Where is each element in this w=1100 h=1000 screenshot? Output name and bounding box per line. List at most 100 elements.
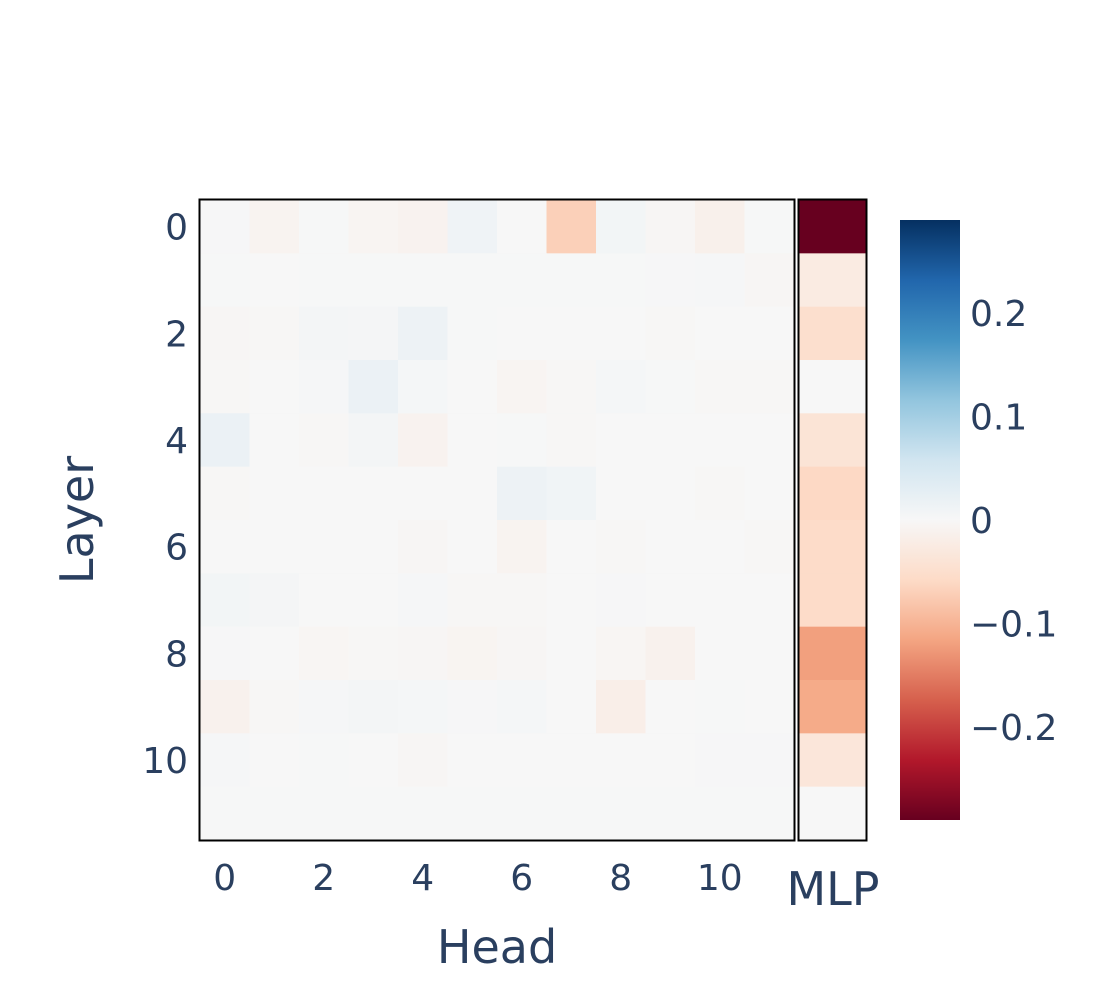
heatmap-cell (348, 200, 399, 254)
heatmap-cell (645, 253, 696, 308)
heatmap-cell (299, 573, 350, 628)
heatmap-cell (645, 680, 696, 734)
heatmap-cell (348, 573, 399, 628)
heatmap-cell (695, 466, 746, 521)
heatmap-cell (398, 520, 449, 574)
heatmap-cell (447, 413, 498, 468)
heatmap-cell (200, 626, 251, 681)
x-tick-label: 0 (213, 858, 236, 899)
heatmap-cell (645, 573, 696, 628)
colorbar-tick-label: 0 (970, 501, 993, 542)
heatmap-cell (695, 306, 746, 361)
heatmap-cell (546, 253, 597, 308)
x-tick-label: 2 (312, 858, 335, 899)
heatmap-cell (348, 306, 399, 361)
heatmap-cell (596, 306, 647, 361)
heatmap-cell (299, 786, 350, 841)
heatmap-cell (348, 733, 399, 788)
mlp-cell (799, 733, 866, 788)
heatmap-cell (497, 680, 548, 734)
heatmap-cell (398, 306, 449, 361)
heatmap-cell (596, 200, 647, 254)
heatmap-cell (447, 680, 498, 734)
x-tick-labels: 0 2 4 6 8 10 (213, 858, 742, 899)
heatmap-cell (645, 626, 696, 681)
heatmap-cell (200, 253, 251, 308)
heatmap-cell (546, 200, 597, 254)
heatmap-cell (348, 253, 399, 308)
heatmap-cell (546, 733, 597, 788)
heatmap-cell (497, 573, 548, 628)
heatmap-cell (447, 733, 498, 788)
y-tick-label: 2 (165, 314, 188, 355)
heatmap-cell (398, 253, 449, 308)
heatmap-cell (348, 520, 399, 574)
x-tick-label: 8 (609, 858, 632, 899)
heatmap-cell (695, 360, 746, 414)
heatmap-cell (200, 573, 251, 628)
heatmap-cell (249, 306, 300, 361)
colorbar-tick-label: −0.1 (970, 604, 1057, 645)
heatmap-cell (695, 520, 746, 574)
heatmap-cell (299, 413, 350, 468)
heatmap-cell (299, 360, 350, 414)
heatmap-cell (447, 520, 498, 574)
heatmap-cell (645, 306, 696, 361)
y-tick-label: 10 (142, 741, 188, 782)
heatmap-cell (744, 306, 795, 361)
heatmap-cell (546, 520, 597, 574)
heatmap-cell (447, 466, 498, 521)
heatmap-cell (348, 680, 399, 734)
mlp-cell (799, 626, 866, 681)
heatmap-cell (497, 360, 548, 414)
heatmap-cell (348, 786, 399, 841)
heatmap-cell (546, 306, 597, 361)
heatmap-cell (200, 680, 251, 734)
heatmap-cell (497, 306, 548, 361)
mlp-cell (799, 360, 866, 414)
heatmap-cell (249, 520, 300, 574)
x-axis-title: Head (437, 920, 557, 974)
heatmap-cell (299, 306, 350, 361)
heatmap-cell (744, 680, 795, 734)
heatmap-cell (348, 360, 399, 414)
heatmap-cell (249, 680, 300, 734)
heatmap-cell (249, 200, 300, 254)
y-tick-labels: 0 2 4 6 8 10 (142, 208, 188, 782)
heatmap-cell (596, 733, 647, 788)
heatmap-cell (447, 360, 498, 414)
heatmap-cell (695, 786, 746, 841)
heatmap-cell (744, 733, 795, 788)
heatmap-cell (546, 466, 597, 521)
heatmap-cell (200, 306, 251, 361)
heatmap-cell (695, 733, 746, 788)
mlp-cell (799, 413, 866, 468)
heatmap-cell (645, 466, 696, 521)
mlp-cell (799, 466, 866, 521)
mlp-cell (799, 253, 866, 308)
heatmap-cell (546, 680, 597, 734)
heatmap-cell (645, 360, 696, 414)
colorbar-tick-label: 0.1 (970, 398, 1027, 439)
heatmap-cell (695, 413, 746, 468)
mlp-cell (799, 680, 866, 734)
heatmap-cell (546, 626, 597, 681)
heatmap-cell (596, 253, 647, 308)
mlp-cell (799, 520, 866, 574)
mlp-frame (797, 198, 868, 842)
heatmap-cell (497, 520, 548, 574)
x-tick-label: 10 (697, 858, 743, 899)
mlp-cell (799, 573, 866, 628)
heatmap-cell (200, 786, 251, 841)
heatmap-cell (596, 360, 647, 414)
mlp-column-label: MLP (786, 862, 879, 916)
y-tick-label: 4 (165, 421, 188, 462)
heatmap-cell (497, 733, 548, 788)
heatmap-cell (299, 466, 350, 521)
y-axis-title: Layer (50, 456, 104, 584)
heatmap-cell (299, 680, 350, 734)
heatmap-cell (249, 360, 300, 414)
x-tick-label: 4 (411, 858, 434, 899)
heatmap-cell (596, 573, 647, 628)
